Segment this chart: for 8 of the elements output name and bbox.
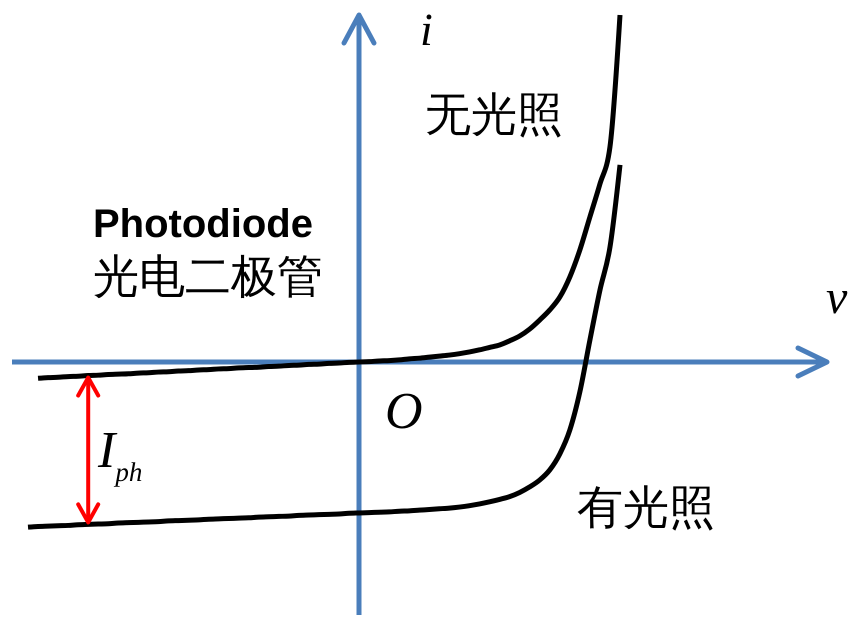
- text: 光电二极管: [93, 251, 323, 302]
- x-axis-title: v: [826, 271, 848, 324]
- y-axis-title: i: [420, 4, 433, 55]
- series-label: 有光照: [577, 482, 715, 533]
- annotation: O: [385, 383, 423, 440]
- annotation: I$_{ph}$: [97, 422, 142, 487]
- series-label: 无光照: [425, 89, 563, 140]
- text: Photodiode: [93, 202, 313, 246]
